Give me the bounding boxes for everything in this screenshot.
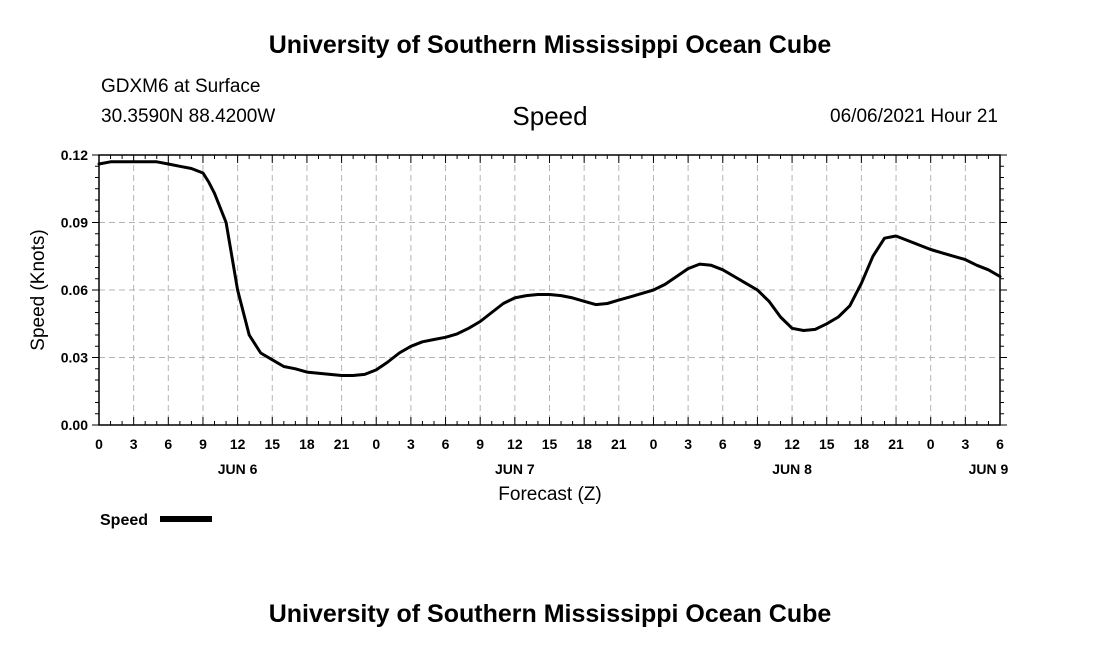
- x-tick-label: 9: [754, 436, 762, 452]
- x-tick-label: 6: [164, 436, 172, 452]
- x-tick-label: 15: [819, 436, 835, 452]
- x-tick-label: 6: [442, 436, 450, 452]
- y-tick-label: 0.09: [61, 215, 88, 231]
- legend-label: Speed: [100, 512, 148, 529]
- tick-labels: 0 3 6 9 12 15 18 21 0 3 6 9 12 15 18 21 0 3 6 9 12 15 18 21 0 3 6 0…: [61, 147, 1009, 477]
- x-tick-label: 15: [264, 436, 280, 452]
- coordinates-label: 30.3590N 88.4200W: [101, 106, 276, 127]
- grid-lines: [99, 155, 1000, 425]
- chart-title: Speed: [512, 101, 588, 131]
- date-label: JUN 6: [218, 461, 258, 477]
- date-label: JUN 9: [969, 461, 1009, 477]
- x-axis-label: Forecast (Z): [498, 484, 601, 505]
- y-tick-label: 0.00: [61, 417, 88, 433]
- x-tick-label: 3: [961, 436, 969, 452]
- x-tick-label: 21: [888, 436, 904, 452]
- x-tick-label: 0: [372, 436, 380, 452]
- x-tick-label: 12: [507, 436, 523, 452]
- date-label: JUN 7: [495, 461, 535, 477]
- y-axis-label: Speed (Knots): [28, 229, 49, 350]
- speed-series-line: [97, 160, 1002, 377]
- x-tick-label: 6: [719, 436, 727, 452]
- timestamp-label: 06/06/2021 Hour 21: [830, 106, 998, 127]
- legend-swatch: [160, 516, 212, 522]
- x-tick-label: 12: [230, 436, 246, 452]
- y-tick-label: 0.06: [61, 282, 88, 298]
- y-tick-label: 0.12: [61, 147, 88, 163]
- x-tick-label: 18: [299, 436, 315, 452]
- x-tick-label: 12: [784, 436, 800, 452]
- x-tick-label: 3: [130, 436, 138, 452]
- y-tick-label: 0.03: [61, 350, 88, 366]
- x-tick-label: 18: [576, 436, 592, 452]
- x-tick-label: 21: [611, 436, 627, 452]
- x-tick-label: 9: [476, 436, 484, 452]
- x-tick-label: 6: [996, 436, 1004, 452]
- x-tick-label: 3: [407, 436, 415, 452]
- x-tick-label: 15: [542, 436, 558, 452]
- x-tick-label: 0: [650, 436, 658, 452]
- legend: Speed: [100, 512, 212, 529]
- x-tick-label: 18: [854, 436, 870, 452]
- page-title: University of Southern Mississippi Ocean…: [268, 31, 832, 59]
- x-tick-label: 21: [334, 436, 350, 452]
- x-tick-label: 0: [927, 436, 935, 452]
- station-label: GDXM6 at Surface: [101, 76, 261, 97]
- footer-title: University of Southern Mississippi Ocean…: [268, 600, 832, 628]
- x-tick-label: 3: [684, 436, 692, 452]
- x-tick-label: 9: [199, 436, 207, 452]
- x-tick-label: 0: [95, 436, 103, 452]
- axis-ticks: [92, 154, 1007, 426]
- date-label: JUN 8: [772, 461, 812, 477]
